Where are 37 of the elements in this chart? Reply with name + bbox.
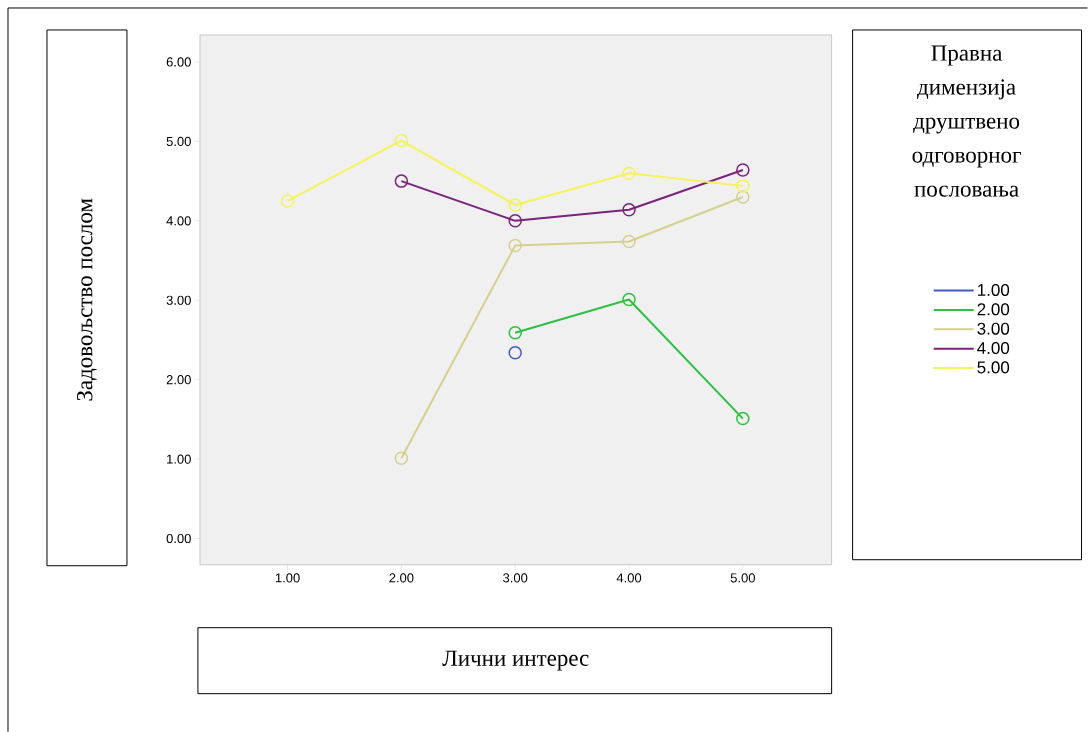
point (622, 234, 636, 249)
x-tick-label: 1.00 (275, 573, 300, 583)
y-tick-label: 3.00 (166, 295, 191, 305)
point (736, 163, 750, 177)
legend-label: 1.00 (978, 283, 1010, 296)
x-axis-title: Лични интерес (442, 650, 589, 671)
y-tick-label: 5.00 (166, 136, 191, 146)
legend-label: 3.00 (977, 322, 1010, 335)
legend-title: Правна димензија друштвено одговорног пословања (912, 45, 1021, 197)
point (508, 198, 522, 212)
legend-label: 5.00 (977, 361, 1010, 374)
point (280, 194, 295, 208)
point (508, 238, 522, 253)
legend-label: 4.00 (977, 341, 1010, 354)
y-tick-label: 4.00 (166, 216, 191, 226)
point (508, 345, 522, 360)
y-tick-label: 1.00 (167, 454, 191, 464)
point (622, 202, 636, 217)
y-tick-label: 6.00 (166, 57, 191, 67)
point (508, 325, 522, 340)
x-tick-label: 4.00 (616, 573, 642, 583)
point (394, 451, 409, 465)
y-tick-label: 2.00 (166, 374, 191, 385)
point (736, 190, 750, 204)
y-axis-title: Задовољство послом (76, 198, 97, 401)
point (736, 411, 750, 426)
point (736, 179, 750, 193)
x-tick-label: 2.00 (389, 573, 414, 583)
point (508, 214, 522, 228)
y-tick-label: 0.00 (166, 533, 191, 544)
point (394, 133, 409, 148)
point (622, 292, 636, 307)
point (394, 174, 409, 188)
legend-label: 2.00 (977, 303, 1010, 316)
x-tick-label: 5.00 (730, 573, 755, 583)
point (622, 166, 636, 180)
x-tick-label: 3.00 (503, 573, 528, 583)
